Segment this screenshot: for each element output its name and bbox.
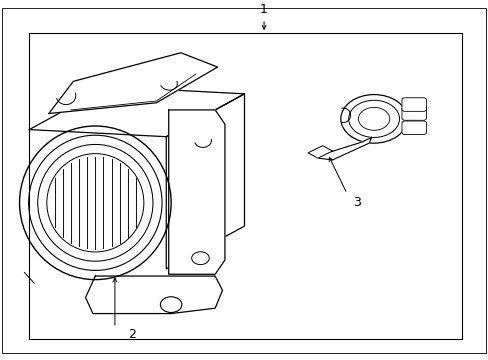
Text: 1: 1 bbox=[260, 3, 267, 16]
Polygon shape bbox=[49, 53, 217, 113]
Circle shape bbox=[348, 100, 399, 138]
Ellipse shape bbox=[38, 144, 153, 261]
Circle shape bbox=[191, 252, 209, 265]
Circle shape bbox=[160, 297, 182, 312]
Polygon shape bbox=[317, 138, 371, 160]
Text: 3: 3 bbox=[352, 196, 360, 209]
Circle shape bbox=[358, 107, 389, 130]
FancyBboxPatch shape bbox=[401, 98, 426, 111]
Polygon shape bbox=[85, 276, 222, 314]
Ellipse shape bbox=[29, 135, 162, 270]
Text: 2: 2 bbox=[128, 328, 136, 342]
Polygon shape bbox=[168, 110, 224, 274]
Polygon shape bbox=[29, 87, 244, 137]
Polygon shape bbox=[166, 94, 244, 269]
FancyBboxPatch shape bbox=[401, 121, 426, 135]
FancyBboxPatch shape bbox=[401, 107, 426, 120]
Ellipse shape bbox=[47, 154, 143, 252]
Circle shape bbox=[340, 95, 407, 143]
Bar bbox=[29, 33, 461, 338]
Polygon shape bbox=[307, 146, 332, 158]
